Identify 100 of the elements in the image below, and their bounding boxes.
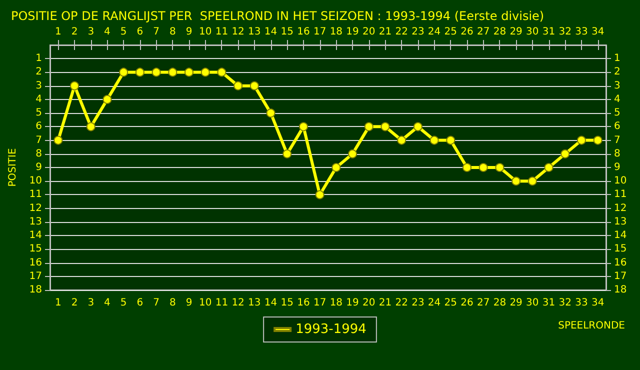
point — [54, 136, 63, 145]
y2-tick-label: 3 — [614, 80, 620, 92]
y-tick-label: 13 — [29, 216, 42, 228]
point — [560, 149, 570, 158]
x2-tick-label: 8 — [169, 26, 176, 38]
y2-tick-label: 14 — [614, 230, 627, 242]
x2-tick-label: 28 — [493, 26, 506, 38]
point — [348, 149, 358, 158]
x2-tick-label: 16 — [297, 26, 310, 38]
point — [315, 190, 324, 200]
x-tick-label: 28 — [493, 298, 506, 308]
x-tick-label: 7 — [153, 298, 160, 308]
y-tick-label: 8 — [36, 148, 42, 160]
x-tick-label: 33 — [575, 298, 588, 308]
y-tick-label: 11 — [29, 189, 42, 200]
y-tick-label: 10 — [29, 176, 42, 187]
x2-tick-label: 29 — [510, 26, 522, 38]
point — [430, 136, 439, 145]
y2-tick-label: 7 — [614, 134, 620, 146]
point — [250, 81, 259, 90]
y2-tick-label: 18 — [614, 284, 627, 296]
y-tick-label: 1 — [36, 53, 42, 64]
x2-tick-label: 12 — [232, 26, 244, 38]
x2-tick-label: 3 — [88, 26, 94, 38]
x-tick-label: 6 — [136, 298, 144, 308]
point — [86, 122, 96, 132]
x2-tick-label: 10 — [198, 26, 212, 38]
x2-tick-label: 21 — [378, 26, 392, 38]
point — [70, 81, 80, 90]
x-tick-label: 3 — [88, 298, 94, 308]
point — [119, 68, 128, 77]
x-tick-label: 21 — [378, 298, 392, 308]
x2-tick-label: 15 — [280, 26, 294, 38]
y2-tick-label: 12 — [614, 202, 627, 214]
x2-tick-label: 2 — [71, 26, 78, 38]
y-tick-label: 18 — [29, 284, 42, 296]
x-tick-label: 32 — [558, 298, 572, 308]
x2-tick-label: 34 — [591, 26, 604, 38]
y-tick-label: 9 — [36, 162, 42, 173]
y-tick-label: 6 — [36, 121, 42, 132]
point — [544, 163, 554, 172]
x2-tick-label: 20 — [362, 26, 376, 38]
x-tick-label: 19 — [346, 298, 359, 308]
point — [462, 163, 472, 172]
x-tick-label: 5 — [120, 298, 127, 308]
x2-tick-label: 5 — [120, 26, 127, 38]
point — [298, 122, 308, 132]
x-tick-label: 4 — [104, 298, 110, 308]
legend-label: 1993-1994 — [296, 322, 366, 337]
x-tick-label: 25 — [444, 298, 458, 308]
point — [380, 122, 390, 132]
x-tick-label: 22 — [395, 298, 408, 308]
x2-tick-label: 32 — [558, 26, 572, 38]
point — [200, 68, 210, 77]
y2-tick-label: 10 — [614, 176, 627, 187]
x2-tick-label: 23 — [412, 26, 424, 38]
y2-tick-label: 1 — [614, 53, 620, 64]
point — [234, 81, 243, 90]
point — [102, 94, 112, 104]
y2-tick-label: 9 — [614, 162, 620, 173]
x2-tick-label: 17 — [313, 26, 326, 38]
y2-tick-label: 17 — [614, 270, 627, 282]
x2-tick-label: 1 — [54, 26, 62, 38]
x-tick-label: 23 — [412, 298, 424, 308]
point — [135, 68, 144, 77]
x-tick-label: 34 — [591, 298, 604, 308]
y-tick-label: 5 — [36, 108, 42, 119]
x2-tick-label: 22 — [395, 26, 408, 38]
x2-tick-label: 26 — [460, 26, 474, 38]
point — [576, 136, 586, 145]
y-tick-label: 15 — [29, 244, 42, 255]
x-tick-label: 16 — [297, 298, 310, 308]
point — [217, 68, 226, 77]
y-tick-label: 2 — [36, 66, 42, 78]
x-tick-label: 27 — [476, 298, 490, 308]
point — [478, 163, 488, 172]
x-tick-label: 13 — [248, 298, 261, 308]
point — [397, 136, 406, 145]
x-tick-label: 31 — [542, 298, 556, 308]
x2-tick-label: 4 — [104, 26, 110, 38]
x-axis-title: SPEELRONDE — [558, 320, 625, 332]
point — [168, 68, 178, 77]
x-tick-label: 26 — [460, 298, 474, 308]
x2-tick-label: 25 — [444, 26, 458, 38]
y2-tick-label: 16 — [614, 257, 627, 268]
point — [446, 136, 456, 145]
x2-tick-label: 31 — [542, 26, 556, 38]
x2-tick-label: 13 — [248, 26, 261, 38]
y-tick-label: 16 — [29, 257, 42, 268]
y2-tick-label: 5 — [614, 108, 620, 119]
x2-tick-label: 33 — [575, 26, 588, 38]
y2-tick-label: 11 — [614, 189, 627, 200]
point — [282, 149, 292, 158]
x-tick-label: 15 — [280, 298, 294, 308]
point — [184, 68, 194, 77]
x2-tick-label: 11 — [215, 26, 228, 38]
x2-tick-label: 9 — [186, 26, 192, 38]
x2-tick-label: 6 — [136, 26, 144, 38]
y2-tick-label: 8 — [614, 148, 620, 160]
y-axis-title: POSITIE — [8, 148, 18, 187]
